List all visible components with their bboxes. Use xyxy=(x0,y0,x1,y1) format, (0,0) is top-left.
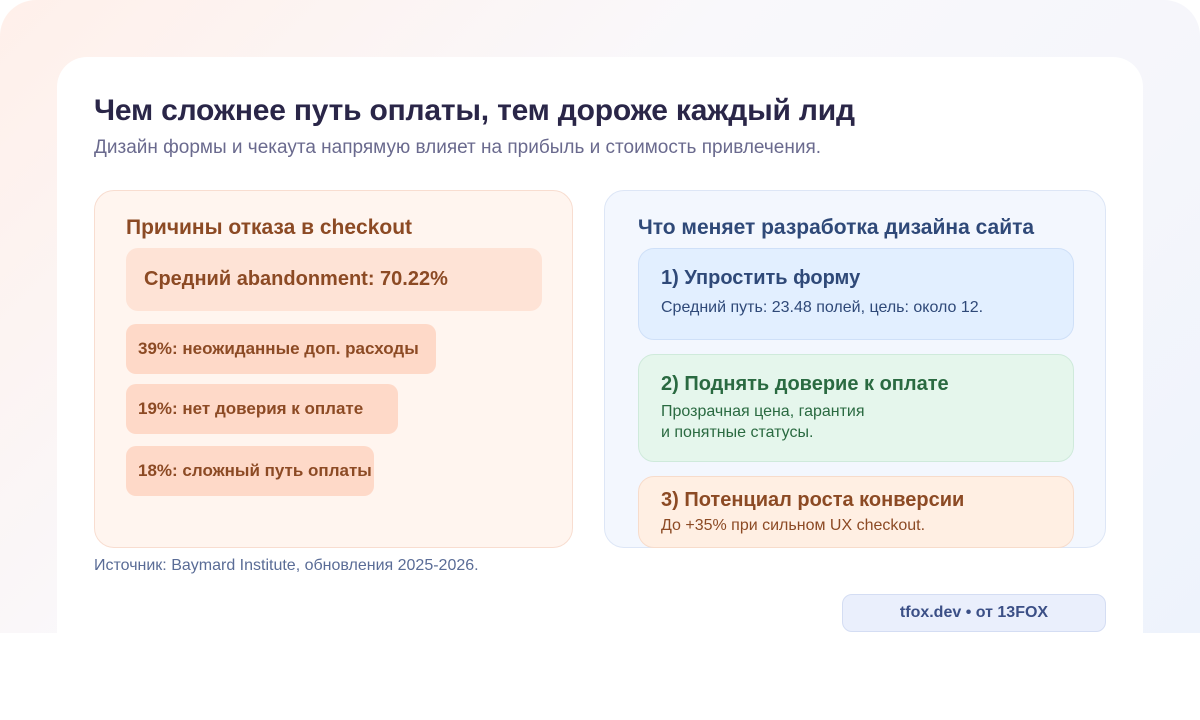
brand-badge-text: tfox.dev • от 13FOX xyxy=(899,604,1049,621)
step-description-line: Прозрачная цена, гарантия xyxy=(661,403,865,420)
brand-badge: tfox.dev • от 13FOX xyxy=(842,594,1106,632)
step-conversion-potential: 3) Потенциал роста конверсии До +35% при… xyxy=(638,476,1074,548)
step-title: 3) Потенциал роста конверсии xyxy=(661,489,965,511)
source-note: Источник: Baymard Institute, обновления … xyxy=(94,557,479,574)
average-abandonment-box: Средний abandonment: 70.22% xyxy=(126,248,542,311)
page-subtitle: Дизайн формы и чекаута напрямую влияет н… xyxy=(94,137,822,158)
reason-bar-extra-costs: 39%: неожиданные доп. расходы xyxy=(126,324,436,374)
reason-bar-no-trust: 19%: нет доверия к оплате xyxy=(126,384,398,434)
step-title: 2) Поднять доверие к оплате xyxy=(661,373,949,395)
reason-label: 19%: нет доверия к оплате xyxy=(138,399,364,418)
step-payment-trust: 2) Поднять доверие к оплате Прозрачная ц… xyxy=(638,354,1074,462)
step-description: Прозрачная цена, гарантия и понятные ста… xyxy=(661,401,1073,443)
step-description-line: Средний путь: 23.48 полей, цель: около 1… xyxy=(661,299,984,316)
average-abandonment-text: Средний abandonment: 70.22% xyxy=(144,268,448,290)
abandonment-panel-heading: Причины отказа в checkout xyxy=(126,216,413,239)
reason-label: 39%: неожиданные доп. расходы xyxy=(138,339,419,358)
reason-bar-complex-path: 18%: сложный путь оплаты xyxy=(126,446,374,496)
step-description-line: До +35% при сильном UX checkout. xyxy=(661,517,926,534)
step-simplify-form: 1) Упростить форму Средний путь: 23.48 п… xyxy=(638,248,1074,340)
step-title: 1) Упростить форму xyxy=(661,267,861,289)
design-impact-heading: Что меняет разработка дизайна сайта xyxy=(638,216,1035,239)
step-description-line: и понятные статусы. xyxy=(661,424,814,441)
step-description: Средний путь: 23.48 полей, цель: около 1… xyxy=(661,297,1073,318)
step-description: До +35% при сильном UX checkout. xyxy=(661,515,1073,536)
reason-label: 18%: сложный путь оплаты xyxy=(138,461,372,480)
page-title: Чем сложнее путь оплаты, тем дороже кажд… xyxy=(94,94,855,127)
